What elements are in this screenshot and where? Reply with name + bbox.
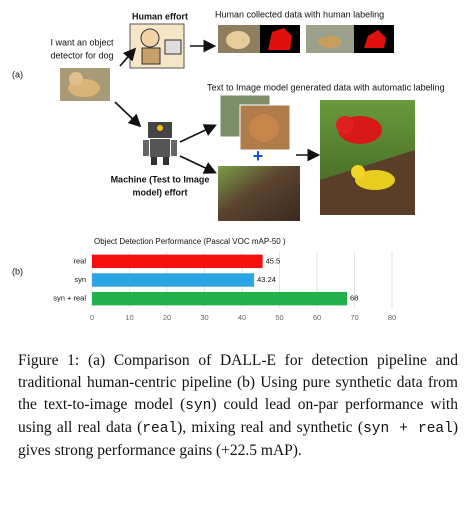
request-line: detector for dog: [50, 50, 113, 60]
x-tick-label: 0: [90, 313, 94, 322]
bar: [92, 254, 263, 269]
x-tick-label: 60: [313, 313, 321, 322]
x-tick-label: 40: [238, 313, 246, 322]
arrow: [179, 124, 217, 143]
request-line: I want an object: [50, 37, 114, 47]
bar: [92, 291, 347, 306]
generated-data-label: Text to Image model generated data with …: [207, 82, 445, 92]
human-data-images: [218, 25, 394, 53]
y-tick-label: real: [73, 256, 86, 265]
x-tick-label: 20: [163, 313, 171, 322]
plus: +: [253, 146, 264, 166]
caption-code: syn + real: [363, 421, 453, 437]
arrow: [119, 47, 137, 67]
arrow: [179, 155, 217, 174]
human-effort: Human effort: [132, 11, 188, 21]
value-label: 68: [350, 294, 358, 303]
bar: [92, 273, 255, 287]
caption-text: ) could lead on-par performance with usi…: [18, 396, 458, 436]
value-label: 43.24: [257, 275, 276, 284]
x-tick-label: 10: [125, 313, 133, 322]
panel-b: (b) Object Detection Performance (Pascal…: [12, 237, 396, 322]
x-tick-label: 80: [388, 313, 396, 322]
caption-code: real: [142, 421, 178, 437]
x-tick-label: 70: [350, 313, 358, 322]
value-label: 45.5: [266, 256, 281, 265]
x-tick-label: 30: [200, 313, 208, 322]
diagram: (a) Human effort I want an object detect…: [12, 9, 445, 322]
caption-text: ), mixing real and synthetic (: [177, 419, 364, 436]
machine-effort: model) effort: [133, 187, 188, 197]
caption: Figure 1: (a) Comparison of DALL-E for d…: [18, 350, 458, 462]
human-data-label: Human collected data with human labeling: [215, 9, 384, 19]
caption-text: Figure 1: (a) Comparison of DALL-E for d…: [18, 352, 458, 413]
chart-title: Object Detection Performance (Pascal VOC…: [94, 237, 286, 246]
human-icon: [129, 23, 185, 69]
x-tick-label: 50: [275, 313, 283, 322]
dog-photo: [60, 68, 110, 101]
panel-a: (a) Human effort I want an object detect…: [12, 9, 445, 221]
caption-text: ) gives strong performance gains (+22.5 …: [18, 419, 459, 459]
robot-icon: [143, 122, 177, 165]
y-tick-label: syn + real: [53, 294, 86, 303]
arrow: [114, 101, 142, 128]
panel-label: (a): [12, 69, 23, 79]
generated-images: +: [218, 94, 415, 221]
panel-label: (b): [12, 266, 23, 276]
caption-code: syn: [185, 398, 212, 414]
machine-effort: Machine (Test to Image: [111, 174, 210, 184]
y-tick-label: syn: [74, 275, 86, 284]
